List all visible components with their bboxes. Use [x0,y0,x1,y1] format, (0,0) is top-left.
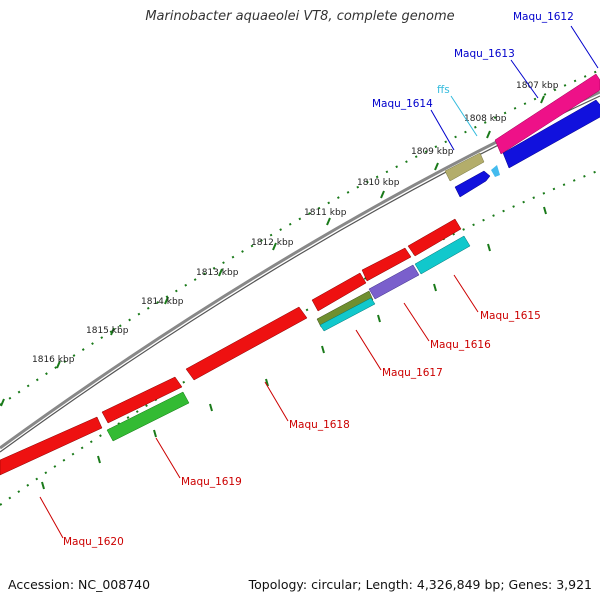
gene-label: Maqu_1613 [454,48,515,60]
tick-labels: 1807 kbp 1808 kbp 1809 kbp 1810 kbp 1811… [32,81,559,365]
major-tick [377,314,381,323]
gene-maqu-1619-b [106,391,190,442]
gene-maqu-1616-a [361,247,412,282]
major-tick [0,398,5,407]
major-tick [326,217,331,226]
major-tick [380,190,385,199]
major-tick [486,130,491,139]
tick-scale-outer [0,69,600,406]
gene-maqu-1612 [502,99,600,169]
leader-maqu-1615 [453,274,479,313]
gene-maqu-1615-b [414,235,471,275]
major-tick [218,268,223,277]
gene-maqu-1613 [494,73,600,155]
map-title: Marinobacter aquaeolei VT8, complete gen… [145,9,455,24]
leader-ffs [450,95,478,137]
leader-maqu-1620 [39,496,64,539]
tick-label: 1811 kbp [304,208,347,218]
gene-maqu-1614-b [454,170,491,198]
major-tick [97,455,101,464]
gene-maqu-1618 [185,306,308,381]
major-tick [265,378,269,387]
leader-maqu-1612 [570,25,599,69]
gene-maqu-1617-c [319,297,376,332]
gene-label: ffs [437,84,450,96]
gene-maqu-1619-a [101,376,183,424]
genome-summary-text: Topology: circular; Length: 4,326,849 bp… [248,577,592,592]
leader-maqu-1617 [355,329,382,371]
leader-maqu-1616 [403,302,430,342]
gene-labels: Maqu_1612 Maqu_1613 Maqu_1614 ffs Maqu_1… [63,11,574,548]
tick-label: 1808 kbp [464,114,507,124]
gene-maqu-1620 [0,416,103,476]
gene-label: Maqu_1614 [372,98,433,110]
major-tick [272,242,277,251]
major-tick [110,327,115,336]
major-tick [487,243,491,252]
gene-maqu-1617-a [311,272,367,312]
major-tick [56,360,61,369]
tick-label: 1813 kbp [196,268,239,278]
gene-label: Maqu_1620 [63,536,124,548]
gene-label: Maqu_1615 [480,310,541,322]
gene-maqu-1617-b [316,290,374,328]
gene-label: Maqu_1618 [289,419,350,431]
gene-maqu-1615-a [407,218,462,257]
gene-maqu-1616-b [368,264,420,300]
major-tick [543,206,547,215]
tick-label: 1809 kbp [411,147,454,157]
major-tick [540,95,545,104]
tick-label: 1810 kbp [357,178,400,188]
leader-maqu-1614 [430,109,455,151]
major-tick [164,296,169,305]
gene-maqu-1614 [444,152,485,182]
gene-label: Maqu_1612 [513,11,574,23]
tick-label: 1815 kbp [86,326,129,336]
tick-label: 1814 kbp [141,297,184,307]
tick-scale-inner [0,169,600,506]
leader-maqu-1619 [155,437,181,479]
accession-text: Accession: NC_008740 [8,577,151,592]
gene-label: Maqu_1619 [181,476,242,488]
gene-label: Maqu_1617 [382,367,443,379]
leader-maqu-1613 [510,59,539,99]
reverse-strand-genes [0,218,471,476]
tick-label: 1807 kbp [516,81,559,91]
major-ticks [0,95,547,490]
label-leaders [39,25,599,539]
major-tick [209,403,213,412]
tick-label: 1812 kbp [251,238,294,248]
major-tick [153,429,157,438]
gene-ffs [491,165,500,177]
major-tick [434,162,439,171]
leader-maqu-1618 [264,381,289,422]
major-tick [321,345,325,354]
forward-strand-genes [444,73,600,198]
gene-label: Maqu_1616 [430,339,491,351]
tick-label: 1816 kbp [32,355,75,365]
major-tick [433,283,437,292]
major-tick [41,481,45,490]
